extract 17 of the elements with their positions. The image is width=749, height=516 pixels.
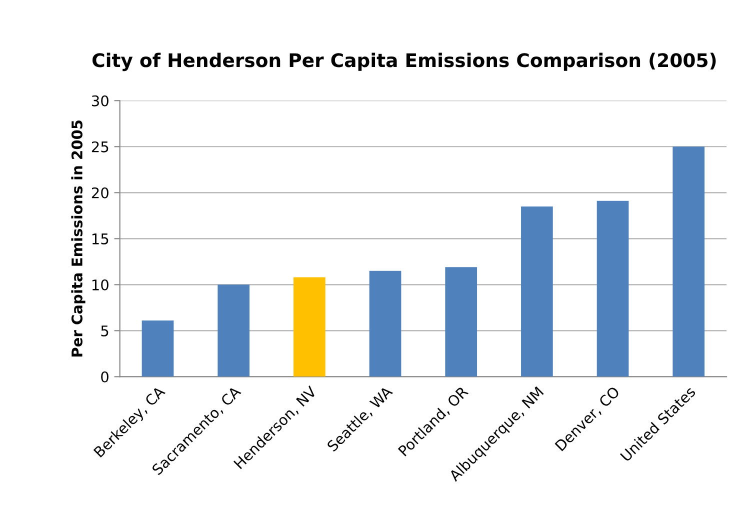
bar <box>521 206 553 377</box>
y-axis-title: Per Capita Emissions in 2005 <box>71 120 86 357</box>
y-tick-label: 20 <box>92 187 108 198</box>
bar <box>294 277 326 377</box>
bar <box>142 320 174 377</box>
y-tick-label: 5 <box>101 326 108 336</box>
chart-title: City of Henderson Per Capita Emissions Comparison (2005) <box>92 52 716 72</box>
y-tick-label: 10 <box>92 279 108 290</box>
y-tick-label: 15 <box>92 234 108 244</box>
bar <box>596 200 629 377</box>
bar <box>369 270 402 377</box>
y-tick-label: 0 <box>101 371 108 382</box>
bar <box>218 284 250 377</box>
bar <box>445 267 478 377</box>
y-tick-label: 25 <box>92 141 108 152</box>
bar <box>672 146 705 377</box>
y-tick-label: 30 <box>92 95 108 106</box>
